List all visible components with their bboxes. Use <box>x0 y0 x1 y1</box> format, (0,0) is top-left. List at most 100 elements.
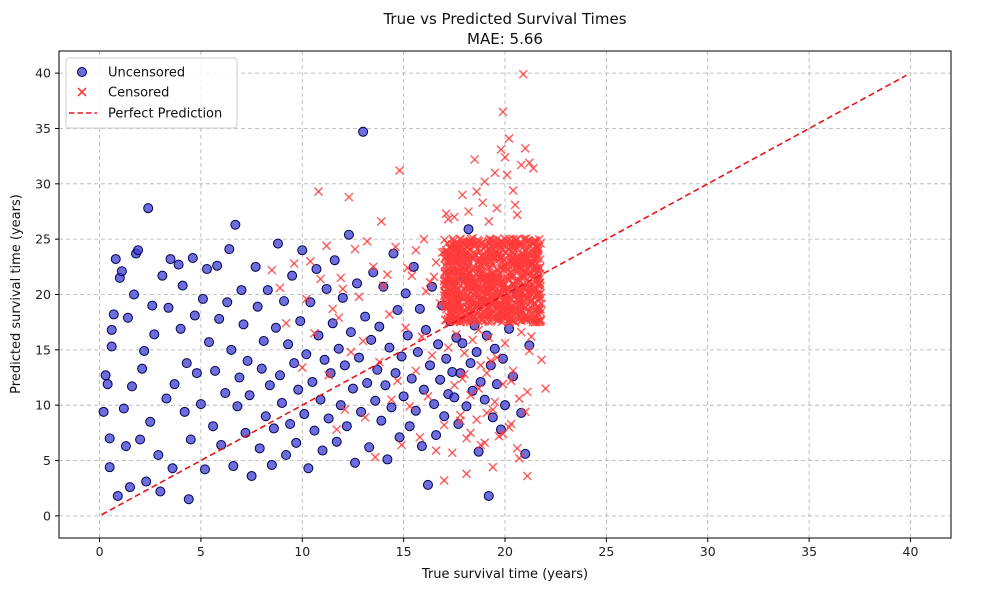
y-tick-label: 5 <box>43 453 51 468</box>
censored-point <box>488 462 498 472</box>
censored-point <box>386 395 397 405</box>
censored-point <box>488 235 498 245</box>
uncensored-point <box>366 334 377 345</box>
censored-point <box>374 357 384 367</box>
censored-point <box>340 405 350 415</box>
uncensored-point <box>451 332 462 343</box>
censored-point <box>500 152 510 162</box>
censored-point <box>514 290 524 300</box>
x-tick-label: 35 <box>801 544 817 559</box>
uncensored-point <box>157 270 168 281</box>
censored-point <box>411 245 421 255</box>
uncensored-point <box>317 445 328 456</box>
censored-point <box>441 301 451 311</box>
uncensored-point <box>315 394 326 405</box>
uncensored-point <box>362 378 373 389</box>
y-tick-label: 15 <box>35 342 51 357</box>
uncensored-point <box>279 296 290 307</box>
censored-point <box>407 271 417 281</box>
censored-point <box>466 390 476 400</box>
censored-point <box>447 305 457 315</box>
censored-point <box>459 369 469 379</box>
censored-point <box>482 368 492 378</box>
censored-point <box>453 291 463 301</box>
legend-uncensored-marker <box>77 67 87 77</box>
uncensored-point <box>258 335 269 346</box>
censored-point <box>532 277 542 287</box>
uncensored-point <box>313 330 324 341</box>
censored-point <box>486 356 496 366</box>
uncensored-point <box>473 446 484 457</box>
uncensored-point <box>169 379 180 390</box>
uncensored-point <box>345 327 356 338</box>
x-tick-label: 20 <box>497 544 513 559</box>
censored-point <box>518 69 528 79</box>
uncensored-point <box>386 402 397 413</box>
uncensored-point <box>124 482 135 493</box>
y-axis-label: Predicted survival time (years) <box>9 194 24 394</box>
uncensored-point <box>479 394 490 405</box>
censored-point <box>463 261 474 271</box>
censored-point <box>477 293 487 303</box>
censored-point <box>508 185 518 195</box>
uncensored-point <box>364 442 375 453</box>
uncensored-point <box>323 413 334 424</box>
uncensored-point <box>435 374 446 385</box>
censored-point <box>516 327 526 337</box>
uncensored-point <box>216 440 227 451</box>
censored-point <box>376 216 386 226</box>
legend-censored-label: Censored <box>108 86 169 101</box>
uncensored-point <box>287 270 298 281</box>
uncensored-point <box>163 302 174 313</box>
censored-point <box>532 263 542 273</box>
censored-point <box>332 425 342 435</box>
censored-point <box>453 283 463 293</box>
x-tick-label: 0 <box>96 544 104 559</box>
censored-point <box>524 346 534 356</box>
censored-point <box>528 163 538 173</box>
censored-point <box>289 258 299 269</box>
uncensored-point <box>390 368 401 379</box>
censored-point <box>498 107 508 117</box>
uncensored-point <box>277 397 287 408</box>
uncensored-point <box>244 390 255 401</box>
uncensored-point <box>285 418 296 429</box>
uncensored-point <box>311 264 322 275</box>
censored-point <box>512 210 522 220</box>
uncensored-point <box>118 403 129 414</box>
uncensored-point <box>347 383 358 394</box>
censored-point <box>522 471 532 481</box>
uncensored-point <box>449 392 460 403</box>
uncensored-point <box>418 384 429 395</box>
uncensored-point <box>374 321 385 332</box>
uncensored-point <box>341 421 352 432</box>
uncensored-point <box>378 281 389 292</box>
censored-point <box>535 304 545 314</box>
censored-point <box>455 271 465 281</box>
uncensored-point <box>246 471 257 482</box>
uncensored-point <box>135 434 146 445</box>
censored-point <box>419 234 429 244</box>
censored-point <box>484 333 494 343</box>
uncensored-point <box>414 303 425 314</box>
uncensored-point <box>412 347 423 358</box>
uncensored-point <box>199 464 210 475</box>
uncensored-point <box>153 449 164 460</box>
censored-point <box>441 280 451 290</box>
censored-point <box>470 295 480 305</box>
censored-point <box>488 405 498 415</box>
censored-point <box>480 177 490 187</box>
uncensored-point <box>149 329 160 340</box>
censored-point <box>443 260 453 270</box>
censored-point <box>532 280 542 290</box>
censored-point <box>536 355 547 365</box>
uncensored-point <box>343 229 354 240</box>
uncensored-point <box>260 411 271 422</box>
censored-point <box>338 284 348 294</box>
uncensored-point <box>520 448 531 459</box>
censored-point <box>362 236 372 246</box>
censored-point <box>444 317 454 327</box>
uncensored-point <box>400 288 411 299</box>
censored-point <box>461 469 472 479</box>
uncensored-point <box>356 406 367 417</box>
